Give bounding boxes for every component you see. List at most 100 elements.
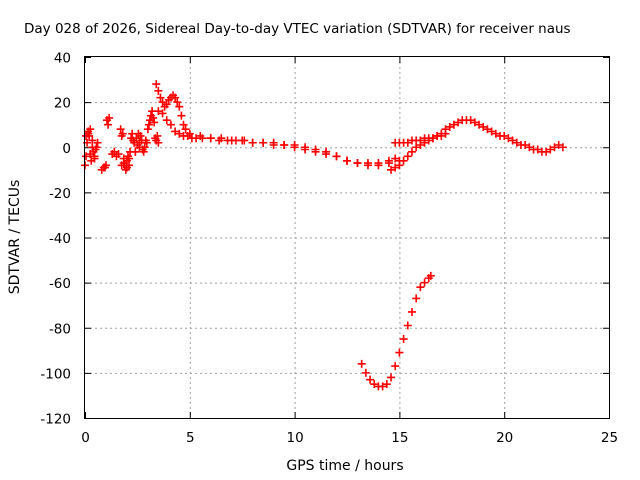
y-tick-label: 0 xyxy=(62,141,71,157)
data-point xyxy=(399,335,408,344)
data-point xyxy=(374,161,383,170)
data-point xyxy=(466,116,475,125)
series-main-track-upper xyxy=(152,80,400,168)
data-point xyxy=(382,380,391,389)
data-point xyxy=(290,143,299,152)
data-point xyxy=(387,373,396,382)
data-point xyxy=(105,113,114,122)
data-point xyxy=(428,134,437,143)
data-point xyxy=(114,150,123,159)
data-point xyxy=(399,156,408,165)
data-point xyxy=(479,122,488,131)
x-tick-label: 10 xyxy=(287,430,304,446)
data-point xyxy=(542,147,551,156)
data-point xyxy=(437,131,446,140)
data-point xyxy=(403,152,412,161)
data-point xyxy=(82,152,91,161)
data-point xyxy=(162,116,171,125)
y-tick-label: -60 xyxy=(49,276,71,292)
data-point xyxy=(391,163,400,172)
data-point xyxy=(391,362,400,371)
x-tick-label: 0 xyxy=(81,430,90,446)
data-point xyxy=(550,143,559,152)
data-point xyxy=(533,145,542,154)
data-point xyxy=(158,98,167,107)
data-point xyxy=(403,138,412,147)
data-point xyxy=(332,152,341,161)
data-point xyxy=(156,93,165,102)
data-point xyxy=(491,129,500,138)
y-axis-label: SDTVAR / TECUs xyxy=(7,180,23,295)
data-point xyxy=(403,321,412,330)
data-point xyxy=(512,138,521,147)
data-point xyxy=(384,159,393,168)
y-tick-label: 20 xyxy=(54,96,71,112)
data-point xyxy=(366,375,375,384)
data-point xyxy=(391,154,400,163)
axis-ticks: 0 5 10 15 20 25 -120 -100 -80 -60 -40 -20 0 20 40 xyxy=(40,51,618,447)
data-point xyxy=(449,120,458,129)
data-point xyxy=(144,120,153,129)
data-point xyxy=(181,125,190,134)
data-point xyxy=(420,278,429,287)
data-point xyxy=(554,140,563,149)
data-point xyxy=(179,120,188,129)
series-rise-and-peak xyxy=(387,116,567,174)
data-point xyxy=(395,348,404,357)
data-point xyxy=(357,359,366,368)
data-point xyxy=(143,125,152,134)
data-point xyxy=(370,380,379,389)
data-point xyxy=(240,136,249,145)
data-point xyxy=(158,109,167,118)
series-lower-arc xyxy=(357,271,435,391)
data-point xyxy=(504,134,513,143)
data-point xyxy=(116,125,125,134)
y-tick-label: -80 xyxy=(49,321,71,337)
y-tick-label: -120 xyxy=(40,412,71,428)
data-point xyxy=(82,131,91,140)
grid xyxy=(85,57,609,418)
data-point xyxy=(483,125,492,134)
data-point xyxy=(269,140,278,149)
data-point xyxy=(92,143,101,152)
data-point xyxy=(125,154,134,163)
data-point xyxy=(149,113,158,122)
data-point xyxy=(154,138,163,147)
data-point xyxy=(416,136,425,145)
data-point xyxy=(259,138,268,147)
data-point xyxy=(90,154,99,163)
data-point xyxy=(101,161,110,170)
data-point xyxy=(183,131,192,140)
data-point xyxy=(135,143,144,152)
data-point xyxy=(86,125,95,134)
x-tick-label: 25 xyxy=(601,430,618,446)
data-point xyxy=(412,294,421,303)
data-point xyxy=(470,118,479,127)
data-points xyxy=(81,80,567,391)
data-point xyxy=(521,140,530,149)
data-point xyxy=(171,127,180,136)
data-point xyxy=(177,111,186,120)
data-point xyxy=(487,127,496,136)
data-point xyxy=(426,271,435,280)
y-tick-label: -20 xyxy=(49,186,71,202)
data-point xyxy=(353,159,362,168)
data-point xyxy=(412,143,421,152)
data-point xyxy=(162,100,171,109)
data-point xyxy=(248,138,257,147)
data-point xyxy=(361,368,370,377)
data-point xyxy=(416,283,425,292)
data-point xyxy=(152,80,161,89)
data-point xyxy=(223,136,232,145)
series-flat-segment xyxy=(391,129,450,147)
data-point xyxy=(153,131,162,140)
data-point xyxy=(363,161,372,170)
data-point xyxy=(175,129,184,138)
data-point xyxy=(110,147,119,156)
data-point xyxy=(387,165,396,174)
data-point xyxy=(118,129,127,138)
data-point xyxy=(206,134,215,143)
data-point xyxy=(475,120,484,129)
data-point xyxy=(150,118,159,127)
